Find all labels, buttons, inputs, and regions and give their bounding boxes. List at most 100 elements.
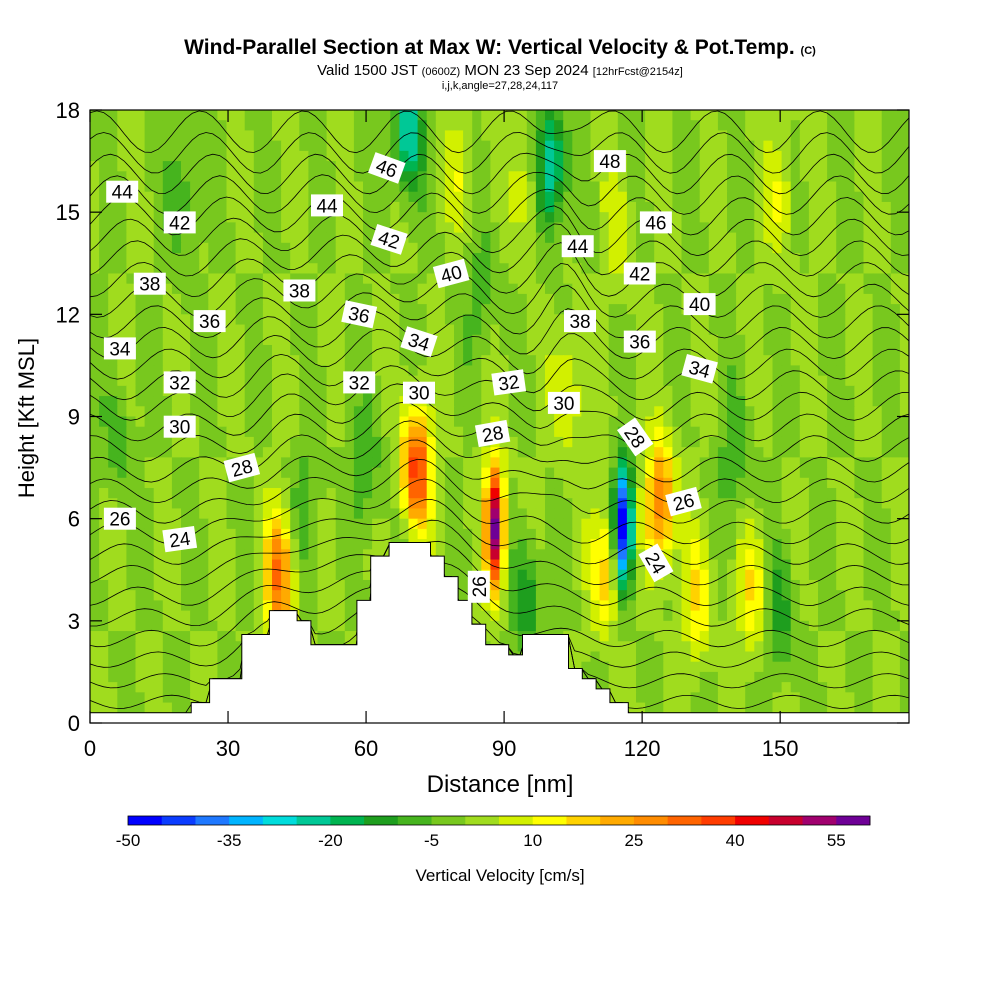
colorbar-tick-label: 10 [523, 831, 542, 850]
colorbar-swatch [735, 816, 770, 825]
theta-contour-line [90, 284, 909, 339]
theta-contour-line [90, 498, 909, 565]
colorbar-tick-label: 55 [827, 831, 846, 850]
chart-title: Wind-Parallel Section at Max W: Vertical… [0, 36, 1000, 63]
colorbar-tick-label: 40 [726, 831, 745, 850]
theta-label-text: 26 [470, 576, 491, 597]
theta-contour-line [90, 205, 909, 257]
theta-label-text: 40 [689, 295, 710, 316]
theta-label: 46 [639, 211, 672, 234]
valid-prefix: Valid 1500 JST [317, 62, 418, 79]
theta-label: 26 [665, 486, 702, 517]
x-tick-label: 120 [624, 736, 661, 761]
colorbar-swatch [229, 816, 264, 825]
theta-label: 40 [432, 258, 470, 289]
theta-label-text: 32 [169, 373, 190, 394]
theta-label-text: 36 [346, 303, 371, 328]
theta-label: 36 [623, 330, 656, 354]
theta-label-text: 38 [289, 282, 310, 303]
theta-label-text: 30 [553, 394, 574, 415]
y-tick-label: 18 [56, 98, 80, 123]
colorbar-swatch [566, 816, 601, 825]
theta-label: 28 [474, 419, 511, 447]
theta-contour-line [90, 439, 909, 504]
theta-label: 38 [133, 272, 166, 296]
colorbar-swatch [364, 816, 399, 825]
theta-contour-line [90, 458, 909, 524]
colorbar-swatch [499, 816, 534, 825]
theta-label-text: 48 [599, 152, 620, 173]
theta-label-text: 38 [139, 275, 160, 296]
colorbar-swatch [161, 816, 196, 825]
theta-label: 42 [623, 262, 656, 286]
theta-label-text: 44 [567, 237, 589, 258]
y-tick-label: 6 [68, 507, 80, 532]
x-axis-label: Distance [nm] [427, 771, 574, 798]
colorbar-swatch [330, 816, 365, 825]
theta-contour-line [90, 478, 909, 545]
copyright-mark: (C) [800, 45, 816, 57]
theta-label-text: 24 [168, 529, 192, 553]
colorbar-swatch [836, 816, 871, 825]
theta-contour-labels: 44 42 38 36 34 32 30 28 26 24 46 44 42 40 38 36 34 32 30 28… [103, 150, 718, 603]
colorbar-tick-label: 25 [624, 831, 643, 850]
theta-contour-line [90, 329, 909, 380]
y-tick-label: 9 [68, 405, 80, 430]
colorbar-label: Vertical Velocity [cm/s] [415, 866, 584, 885]
theta-contour-line [90, 519, 909, 586]
colorbar-swatch [431, 816, 466, 825]
theta-label: 32 [163, 371, 196, 394]
theta-contour-line [90, 542, 909, 668]
theta-label: 42 [163, 211, 196, 234]
theta-label: 48 [593, 150, 626, 173]
theta-contour-line [90, 308, 909, 360]
colorbar: -50 -35 -20 -5 10 25 40 55 [116, 815, 871, 850]
colorbar-swatch [701, 816, 736, 825]
title-block: Wind-Parallel Section at Max W: Vertical… [0, 36, 1000, 92]
colorbar-swatch [397, 816, 432, 825]
colorbar-swatch [195, 816, 230, 825]
y-tick-label: 15 [56, 200, 80, 225]
theta-contour-line [90, 347, 909, 401]
theta-label-text: 28 [481, 423, 505, 447]
theta-contour-line [90, 383, 909, 442]
x-tick-label: 150 [762, 736, 799, 761]
theta-label: 26 [467, 570, 491, 603]
valid-time: Valid 1500 JST (0600Z) MON 23 Sep 2024 [… [0, 63, 1000, 80]
colorbar-tick-label: -50 [116, 831, 141, 850]
terrain-profile [89, 542, 910, 724]
x-tick-label: 60 [354, 736, 378, 761]
theta-label: 44 [561, 235, 594, 258]
theta-label: 32 [343, 371, 376, 394]
theta-label-text: 46 [645, 213, 666, 234]
theta-contour-line [90, 542, 909, 648]
y-tick-label: 3 [68, 609, 80, 634]
colorbar-swatch [296, 816, 331, 825]
theta-label: 26 [103, 507, 136, 531]
theta-label: 30 [547, 391, 580, 415]
theta-label: 34 [103, 337, 136, 360]
theta-contour-line [90, 171, 909, 215]
theta-label-text: 42 [169, 213, 190, 234]
colorbar-swatch [465, 816, 500, 825]
y-axis-label: Height [Kft MSL] [14, 338, 39, 498]
theta-label-text: 42 [629, 265, 650, 286]
theta-label: 40 [683, 293, 716, 316]
theta-label-text: 44 [112, 183, 134, 204]
theta-label: 30 [163, 415, 196, 439]
theta-label-text: 34 [109, 339, 131, 360]
colorbar-swatch [667, 816, 702, 825]
theta-label: 32 [491, 369, 527, 396]
theta-contour-line [90, 152, 909, 195]
theta-contour-line [90, 223, 909, 277]
x-tick-label: 30 [216, 736, 240, 761]
valid-date: MON 23 Sep 2024 [464, 62, 589, 79]
theta-label-text: 26 [109, 510, 130, 531]
theta-contour-line [90, 188, 909, 236]
valid-utc: (0600Z) [421, 66, 461, 78]
theta-label: 44 [311, 194, 343, 217]
theta-label: 30 [403, 381, 435, 405]
theta-contour-line [90, 262, 909, 318]
